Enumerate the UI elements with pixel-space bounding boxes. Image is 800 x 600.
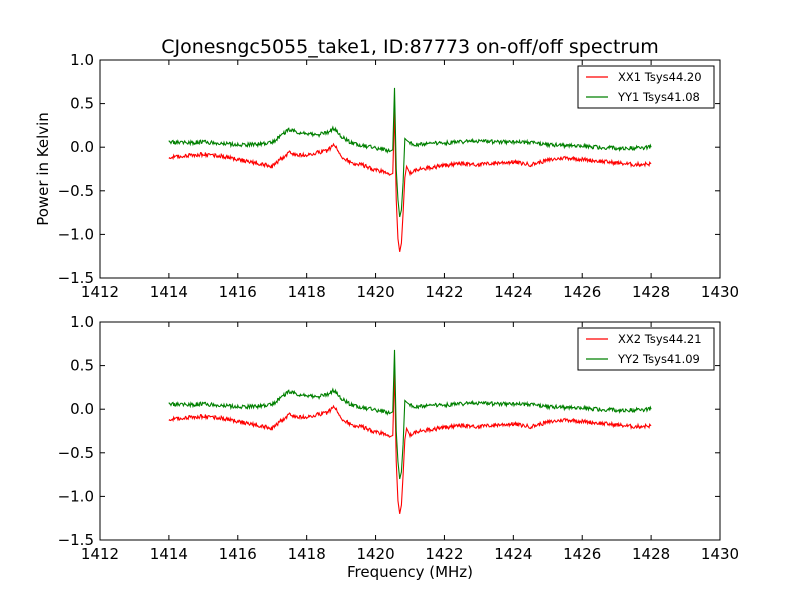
y-tick-label: −0.5 [58, 182, 94, 200]
y-tick-label: −1.5 [58, 531, 94, 549]
axes-frame [99, 321, 721, 541]
y-tick-label: −1.5 [58, 269, 94, 287]
x-axis-label: Frequency (MHz) [347, 563, 473, 581]
x-tick-label: 1412 [81, 283, 119, 301]
x-tick-label: 1430 [701, 283, 739, 301]
x-tick-label: 1414 [150, 545, 188, 563]
legend-box [577, 65, 715, 109]
x-tick-label: 1430 [701, 545, 739, 563]
x-tick-label: 1418 [288, 283, 326, 301]
y-tick-label: 0.0 [70, 138, 94, 156]
legend: XX2 Tsys44.21 YY2 Tsys41.09 [577, 327, 715, 371]
y-tick-label: 1.0 [70, 51, 94, 69]
x-tick-label: 1424 [494, 283, 532, 301]
x-tick-label: 1422 [425, 545, 463, 563]
legend-box [577, 327, 715, 371]
y-tick-label: −1.0 [58, 225, 94, 243]
x-tick-label: 1428 [632, 283, 670, 301]
series-line-yy2 [168, 349, 652, 480]
legend: XX1 Tsys44.20 YY1 Tsys41.08 [577, 65, 715, 109]
lower-spectrum-plot: 1412 1414 1416 1418 1420 1422 1424 1426 1428 1430… [58, 313, 740, 581]
x-tick-label: 1412 [81, 545, 119, 563]
x-tick-label: 1428 [632, 545, 670, 563]
y-tick-label: −1.0 [58, 487, 94, 505]
axes-frame [99, 59, 721, 279]
x-tick-label: 1422 [425, 283, 463, 301]
legend-entry: YY1 Tsys41.08 [617, 90, 700, 104]
y-tick-label: 0.0 [70, 400, 94, 418]
figure-title: CJonesngc5055_take1, ID:87773 on-off/off… [161, 36, 659, 58]
x-tick-label: 1416 [219, 545, 257, 563]
x-tick-label: 1426 [563, 283, 601, 301]
series-line-xx2 [168, 369, 652, 514]
series-line-yy1 [168, 87, 652, 218]
x-tick-label: 1420 [356, 545, 394, 563]
x-tick-label: 1414 [150, 283, 188, 301]
legend-entry: XX2 Tsys44.21 [618, 332, 702, 346]
upper-spectrum-plot: 1412 1414 1416 1418 1420 1422 1424 1426 1428 1430… [34, 51, 739, 301]
x-tick-label: 1424 [494, 545, 532, 563]
x-tick-label: 1420 [356, 283, 394, 301]
y-axis-label: Power in Kelvin [34, 112, 52, 226]
legend-entry: XX1 Tsys44.20 [618, 70, 702, 84]
y-tick-label: 0.5 [70, 357, 94, 375]
series-line-xx1 [168, 107, 652, 252]
y-tick-label: −0.5 [58, 444, 94, 462]
y-tick-label: 0.5 [70, 95, 94, 113]
x-tick-label: 1416 [219, 283, 257, 301]
x-tick-label: 1426 [563, 545, 601, 563]
y-tick-label: 1.0 [70, 313, 94, 331]
x-tick-label: 1418 [288, 545, 326, 563]
legend-entry: YY2 Tsys41.09 [617, 352, 700, 366]
